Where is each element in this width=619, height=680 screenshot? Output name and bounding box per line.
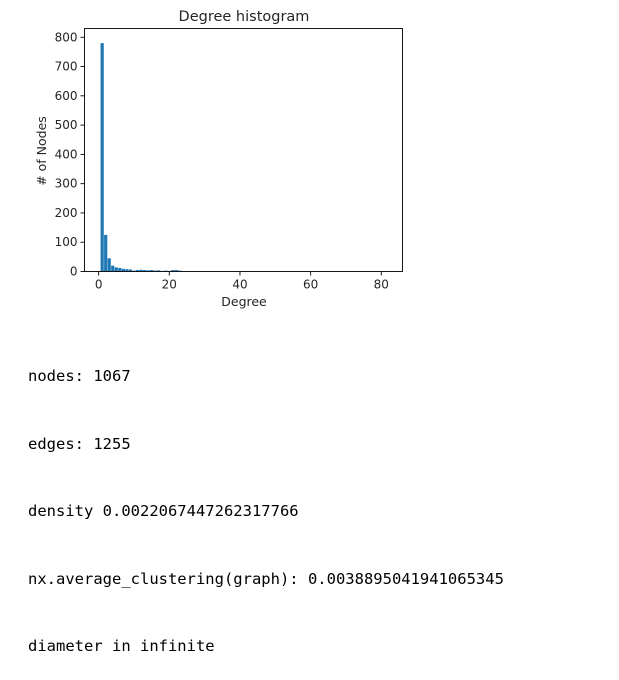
y-tick-label: 600 xyxy=(55,89,78,103)
histogram-bar-7 xyxy=(121,268,125,272)
histogram-bar-6 xyxy=(118,267,122,272)
y-tick-label: 700 xyxy=(55,60,78,74)
histogram-bar-1 xyxy=(100,43,104,272)
x-tick-label: 20 xyxy=(162,278,177,292)
histogram-bar-2 xyxy=(104,234,108,272)
output-line-nodes: nodes: 1067 xyxy=(28,367,131,385)
y-tick-label: 400 xyxy=(55,147,78,161)
histogram-bar-12 xyxy=(139,269,143,272)
chart-title: Degree histogram xyxy=(179,9,310,25)
histogram-bar-15 xyxy=(150,270,154,272)
x-tick-label: 0 xyxy=(95,278,103,292)
y-tick-label: 300 xyxy=(55,177,78,191)
y-tick-label: 100 xyxy=(55,235,78,249)
histogram-bar-13 xyxy=(142,270,147,272)
output-line-density: density 0.0022067447262317766 xyxy=(28,502,299,520)
x-axis-ticks: 0 20 40 60 80 xyxy=(95,271,389,292)
output-line-clustering: nx.average_clustering(graph): 0.00388950… xyxy=(28,569,504,588)
y-tick-label: 200 xyxy=(55,206,78,220)
histogram-bar-17 xyxy=(157,270,161,272)
histogram-bar-9 xyxy=(128,269,133,272)
histogram-bar-5 xyxy=(114,267,118,272)
output-line-edges: edges: 1255 xyxy=(28,434,131,453)
y-tick-label: 800 xyxy=(55,30,78,44)
histogram-bar-8 xyxy=(125,269,129,272)
degree-histogram-chart: Degree histogram 0 20 40 60 80 0 100 200 300 400… xyxy=(34,9,403,309)
histogram-bar-3 xyxy=(107,258,111,272)
plot-frame xyxy=(84,28,403,272)
x-axis-label: Degree xyxy=(221,294,267,309)
histogram-bar-14 xyxy=(146,270,150,272)
x-tick-label: 60 xyxy=(303,278,318,292)
histogram-bar-21 xyxy=(171,270,175,272)
x-tick-label: 40 xyxy=(232,278,247,292)
histogram-bar-11 xyxy=(135,270,140,272)
histogram-bar-22 xyxy=(174,270,178,272)
y-axis-label: # of Nodes xyxy=(34,116,49,186)
y-tick-label: 0 xyxy=(70,265,78,279)
histogram-bar-4 xyxy=(111,265,115,272)
y-tick-label: 500 xyxy=(55,118,78,132)
console-output: nodes: 1067 edges: 1255 density 0.002206… xyxy=(28,320,504,680)
x-tick-label: 80 xyxy=(374,278,389,292)
output-line-diameter: diameter in infinite xyxy=(28,637,215,655)
y-axis-ticks: 0 100 200 300 400 500 600 700 800 xyxy=(55,30,85,279)
plot-area xyxy=(100,43,182,272)
